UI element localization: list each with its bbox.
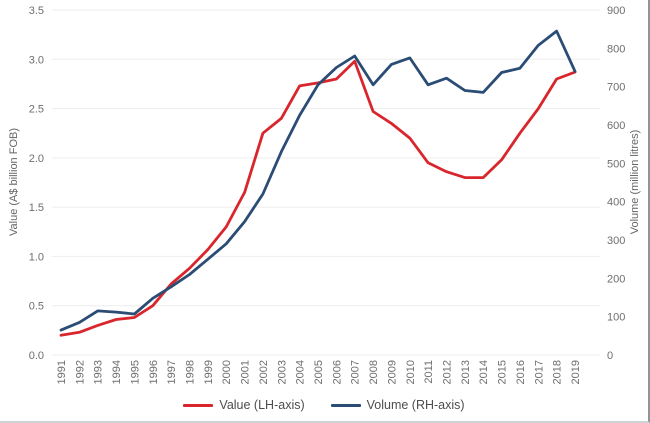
right-tick-label: 0 xyxy=(607,350,613,362)
x-tick-label: 1997 xyxy=(166,360,178,384)
volume-line xyxy=(59,29,577,332)
left-tick-label: 1.0 xyxy=(29,251,44,263)
value-line-swatch xyxy=(183,403,214,407)
legend-label-value: Value (LH-axis) xyxy=(219,398,305,412)
x-tick-label: 2018 xyxy=(552,360,564,384)
x-tick-label: 2017 xyxy=(533,360,545,384)
x-tick-label: 2003 xyxy=(276,360,288,384)
right-tick-label: 100 xyxy=(607,312,625,324)
x-tick-label: 1998 xyxy=(185,360,197,384)
x-tick-label: 2011 xyxy=(423,360,435,384)
gridlines xyxy=(52,9,600,356)
left-axis-title: Value (A$ billion FOB) xyxy=(8,128,20,236)
left-tick-label: 3.5 xyxy=(29,5,44,17)
x-tick-label: 2005 xyxy=(313,360,325,384)
x-tick-label: 2006 xyxy=(331,360,343,384)
left-tick-label: 2.0 xyxy=(29,153,44,165)
right-tick-label: 800 xyxy=(607,43,625,55)
x-tick-label: 2007 xyxy=(350,360,362,384)
value-line xyxy=(59,59,577,337)
left-tick-label: 3.0 xyxy=(29,54,44,66)
right-tick-label: 300 xyxy=(607,235,625,247)
right-axis-ticks: 0 100 200 300 400 500 600 700 800 900 xyxy=(607,5,625,362)
legend-item-volume: Volume (RH-axis) xyxy=(330,398,465,412)
x-tick-label: 2009 xyxy=(386,360,398,384)
x-tick-label: 2013 xyxy=(460,360,472,384)
left-tick-label: 0.0 xyxy=(29,350,44,362)
chart-legend: Value (LH-axis) Volume (RH-axis) xyxy=(0,398,648,412)
x-tick-label: 1996 xyxy=(148,360,160,384)
right-tick-label: 600 xyxy=(607,120,625,132)
volume-line-swatch xyxy=(330,403,361,407)
x-tick-label: 1995 xyxy=(129,360,141,384)
left-tick-label: 1.5 xyxy=(29,202,44,214)
right-tick-label: 500 xyxy=(607,158,625,170)
left-tick-label: 0.5 xyxy=(29,301,44,313)
left-axis-ticks: 0.0 0.5 1.0 1.5 2.0 2.5 3.0 3.5 xyxy=(29,5,44,362)
x-axis-labels: 1991 1992 1993 1994 1995 1996 1997 1998 1999 2000… xyxy=(56,360,582,384)
x-tick-label: 2001 xyxy=(240,360,252,384)
x-tick-label: 2000 xyxy=(221,360,233,384)
x-tick-label: 2014 xyxy=(478,360,490,384)
x-tick-label: 2012 xyxy=(442,360,454,384)
x-tick-label: 2016 xyxy=(515,360,527,384)
x-tick-label: 2004 xyxy=(295,360,307,384)
x-tick-label: 1992 xyxy=(74,360,86,384)
x-tick-label: 2019 xyxy=(570,360,582,384)
x-tick-label: 2015 xyxy=(497,360,509,384)
legend-item-value: Value (LH-axis) xyxy=(183,398,305,412)
right-tick-label: 400 xyxy=(607,197,625,209)
right-tick-label: 700 xyxy=(607,82,625,94)
x-tick-label: 2008 xyxy=(368,360,380,384)
x-tick-label: 1991 xyxy=(56,360,68,384)
x-tick-label: 1994 xyxy=(111,360,123,384)
x-tick-label: 2010 xyxy=(405,360,417,384)
right-tick-label: 200 xyxy=(607,273,625,285)
x-tick-label: 1993 xyxy=(93,360,105,384)
right-axis-title: Volume (million litres) xyxy=(629,130,641,235)
left-tick-label: 2.5 xyxy=(29,104,44,116)
x-tick-label: 1999 xyxy=(203,360,215,384)
legend-label-volume: Volume (RH-axis) xyxy=(366,398,465,412)
right-tick-label: 900 xyxy=(607,5,625,17)
x-tick-label: 2002 xyxy=(258,360,270,384)
